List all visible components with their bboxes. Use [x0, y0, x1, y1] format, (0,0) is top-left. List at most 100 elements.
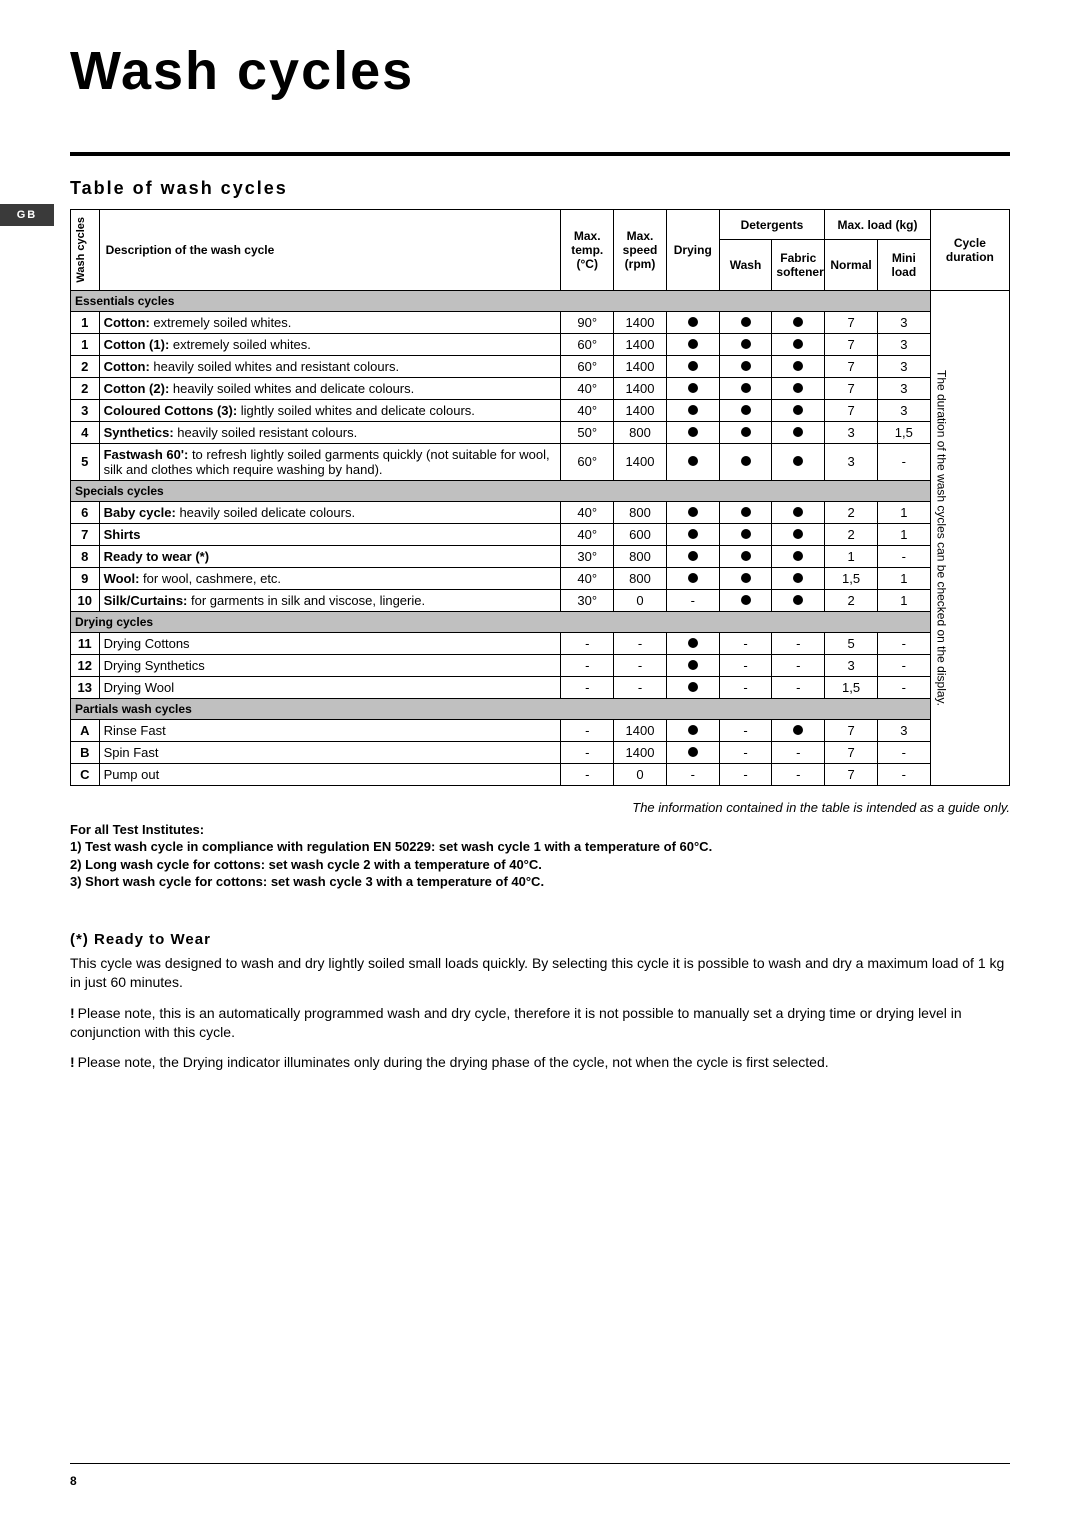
- cell-drying: [666, 333, 719, 355]
- cycle-num: 11: [71, 632, 100, 654]
- cell-rpm: 1400: [614, 355, 667, 377]
- cell-mini: 3: [877, 399, 930, 421]
- cycle-num: 13: [71, 676, 100, 698]
- cell-drying: [666, 545, 719, 567]
- cell-mini: 1: [877, 501, 930, 523]
- cell-rpm: -: [614, 632, 667, 654]
- table-row: 3Coloured Cottons (3): lightly soiled wh…: [71, 399, 1010, 421]
- cycle-desc: Drying Cottons: [99, 632, 561, 654]
- page-title: Wash cycles: [70, 40, 1010, 102]
- cell-normal: 1,5: [825, 567, 878, 589]
- cycle-num: 7: [71, 523, 100, 545]
- cell-normal: 7: [825, 741, 878, 763]
- table-row: 9Wool: for wool, cashmere, etc.40°8001,5…: [71, 567, 1010, 589]
- cell-drying: -: [666, 589, 719, 611]
- cell-temp: 90°: [561, 311, 614, 333]
- cell-wash: [719, 333, 772, 355]
- cell-rpm: 1400: [614, 377, 667, 399]
- col-wash-cycles: Wash cycles: [71, 210, 100, 291]
- cell-normal: 7: [825, 399, 878, 421]
- cell-wash: -: [719, 632, 772, 654]
- cell-wash: [719, 421, 772, 443]
- cycle-num: 4: [71, 421, 100, 443]
- table-heading: Table of wash cycles: [70, 178, 1010, 199]
- col-detergents: Detergents: [719, 210, 825, 240]
- cell-softener: -: [772, 654, 825, 676]
- cycle-num: 3: [71, 399, 100, 421]
- cell-softener: [772, 421, 825, 443]
- cycle-desc: Drying Wool: [99, 676, 561, 698]
- cell-wash: -: [719, 719, 772, 741]
- cell-drying: [666, 421, 719, 443]
- table-row: 4Synthetics: heavily soiled resistant co…: [71, 421, 1010, 443]
- cell-normal: 2: [825, 589, 878, 611]
- cycle-desc: Spin Fast: [99, 741, 561, 763]
- cycle-desc: Drying Synthetics: [99, 654, 561, 676]
- table-row: BSpin Fast-1400--7-: [71, 741, 1010, 763]
- cell-rpm: 800: [614, 501, 667, 523]
- cell-temp: 60°: [561, 333, 614, 355]
- cell-temp: 40°: [561, 377, 614, 399]
- table-footnote: The information contained in the table i…: [70, 800, 1010, 815]
- cell-drying: [666, 567, 719, 589]
- cycle-num: 6: [71, 501, 100, 523]
- cell-drying: [666, 311, 719, 333]
- table-row: 1Cotton: extremely soiled whites.90°1400…: [71, 311, 1010, 333]
- cell-normal: 7: [825, 377, 878, 399]
- cycle-num: 9: [71, 567, 100, 589]
- cell-normal: 7: [825, 719, 878, 741]
- cell-rpm: -: [614, 654, 667, 676]
- col-max-speed: Max. speed (rpm): [614, 210, 667, 291]
- cell-mini: 1,5: [877, 421, 930, 443]
- section-header: Drying cycles: [71, 611, 931, 632]
- cell-rpm: 1400: [614, 741, 667, 763]
- col-drying: Drying: [666, 210, 719, 291]
- cell-mini: 1: [877, 567, 930, 589]
- cycle-num: 1: [71, 311, 100, 333]
- table-row: 2Cotton: heavily soiled whites and resis…: [71, 355, 1010, 377]
- cell-mini: -: [877, 676, 930, 698]
- cell-drying: [666, 632, 719, 654]
- cell-wash: [719, 443, 772, 480]
- cell-normal: 3: [825, 421, 878, 443]
- cell-wash: [719, 589, 772, 611]
- table-row: 11Drying Cottons----5-: [71, 632, 1010, 654]
- cell-rpm: 600: [614, 523, 667, 545]
- title-rule: [70, 152, 1010, 156]
- cell-drying: -: [666, 763, 719, 785]
- cell-drying: [666, 377, 719, 399]
- cycle-num: 1: [71, 333, 100, 355]
- col-wash-det: Wash: [719, 240, 772, 290]
- ready-to-wear-p2: !Please note, this is an automatically p…: [70, 1004, 1010, 1042]
- cell-temp: -: [561, 741, 614, 763]
- cell-mini: -: [877, 545, 930, 567]
- cell-wash: -: [719, 741, 772, 763]
- cell-softener: [772, 377, 825, 399]
- cell-wash: [719, 355, 772, 377]
- cell-normal: 3: [825, 443, 878, 480]
- cell-wash: -: [719, 763, 772, 785]
- cycle-desc: Cotton: heavily soiled whites and resist…: [99, 355, 561, 377]
- cycle-desc: Cotton: extremely soiled whites.: [99, 311, 561, 333]
- cycle-desc: Ready to wear (*): [99, 545, 561, 567]
- cell-normal: 2: [825, 501, 878, 523]
- test-institutes-block: For all Test Institutes: 1) Test wash cy…: [70, 821, 1010, 891]
- cell-mini: 3: [877, 355, 930, 377]
- cell-rpm: 1400: [614, 443, 667, 480]
- cycle-num: 5: [71, 443, 100, 480]
- cell-mini: -: [877, 443, 930, 480]
- cell-drying: [666, 523, 719, 545]
- cell-temp: 40°: [561, 501, 614, 523]
- cycle-desc: Silk/Curtains: for garments in silk and …: [99, 589, 561, 611]
- cell-temp: -: [561, 719, 614, 741]
- cell-wash: [719, 523, 772, 545]
- col-max-load: Max. load (kg): [825, 210, 931, 240]
- cell-mini: -: [877, 632, 930, 654]
- cell-temp: 60°: [561, 355, 614, 377]
- footer-rule: [70, 1463, 1010, 1464]
- ti-line3: 3) Short wash cycle for cottons: set was…: [70, 873, 1010, 891]
- cell-temp: 60°: [561, 443, 614, 480]
- cell-drying: [666, 399, 719, 421]
- cell-mini: -: [877, 741, 930, 763]
- cell-drying: [666, 654, 719, 676]
